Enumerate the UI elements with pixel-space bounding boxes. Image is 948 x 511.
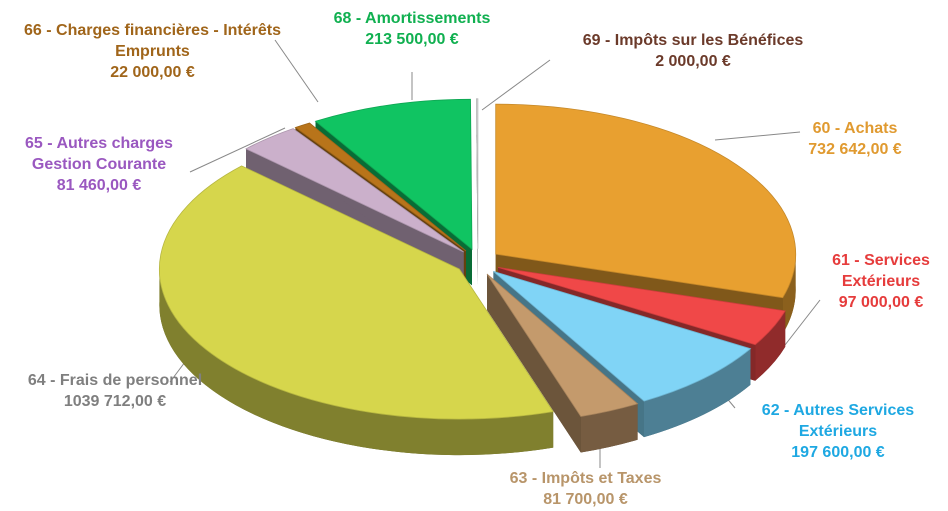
slice-side (580, 403, 638, 453)
category-label: 62 - Autres Services Extérieurs (761, 402, 915, 440)
slice (245, 128, 464, 253)
value-label: 97 000,00 € (838, 294, 924, 311)
slice (294, 122, 467, 252)
leader-line (189, 127, 286, 173)
slice (158, 165, 554, 420)
slice-label: 64 - Frais de personnel 1039 712,00 € (25, 370, 205, 412)
leader-line (481, 59, 551, 111)
slice (493, 271, 752, 402)
category-label: 65 - Autres charges Gestion Courante (25, 135, 173, 173)
slice (495, 103, 797, 299)
leader-line (784, 299, 821, 346)
value-label: 81 460,00 € (56, 177, 142, 194)
slice-label: 65 - Autres charges Gestion Courante 81 4… (0, 133, 198, 196)
leader-lines (169, 39, 821, 468)
category-label: 60 - Achats (812, 120, 898, 137)
value-label: 197 600,00 € (791, 444, 885, 461)
slice-side (644, 348, 751, 438)
slice-group (486, 273, 639, 453)
slice-label: 60 - Achats 732 642,00 € (770, 118, 940, 160)
slice-label: 66 - Charges financières - Intérêts Empr… (20, 20, 285, 83)
leader-line (169, 361, 186, 383)
slice-group (158, 165, 554, 456)
slice-side (159, 269, 554, 456)
slice-side (755, 310, 786, 381)
slice-side (782, 254, 796, 334)
leader-line (714, 131, 801, 141)
slice-label: 68 - Amortissements 213 500,00 € (322, 8, 502, 50)
slice (314, 98, 473, 251)
value-label: 732 642,00 € (808, 141, 902, 158)
value-label: 22 000,00 € (110, 64, 195, 81)
slice (475, 98, 479, 249)
leader-line (274, 39, 319, 103)
slice-label: 62 - Autres Services Extérieurs 197 600,0… (738, 400, 938, 463)
slice-group (475, 98, 479, 285)
slice (486, 273, 639, 417)
value-label: 213 500,00 € (365, 31, 459, 48)
category-label: 64 - Frais de personnel (27, 372, 203, 389)
category-label: 61 - Services Extérieurs (832, 252, 930, 290)
slice-label: 69 - Impôts sur les Bénéfices 2 000,00 € (548, 30, 838, 72)
category-label: 63 - Impôts et Taxes (509, 470, 662, 487)
category-label: 66 - Charges financières - Intérêts Empr… (24, 22, 281, 60)
value-label: 1039 712,00 € (63, 393, 167, 410)
category-label: 69 - Impôts sur les Bénéfices (582, 32, 804, 49)
slice-wall (487, 274, 581, 453)
category-label: 68 - Amortissements (333, 10, 491, 27)
slice (497, 267, 786, 346)
slice-label: 61 - Services Extérieurs 97 000,00 € (815, 250, 947, 313)
value-label: 81 700,00 € (543, 491, 628, 508)
slice-label: 63 - Impôts et Taxes 81 700,00 € (478, 468, 693, 510)
value-label: 2 000,00 € (655, 53, 731, 70)
